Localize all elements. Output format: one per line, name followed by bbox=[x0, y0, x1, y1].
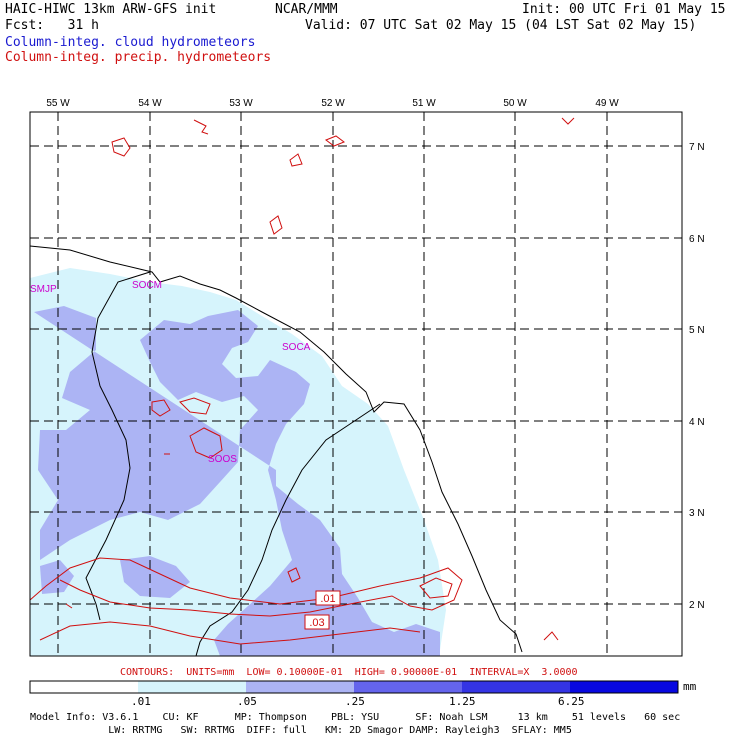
lon-label-52w: 52 W bbox=[321, 98, 345, 109]
lat-label-2n: 2 N bbox=[689, 600, 705, 611]
lat-label-3n: 3 N bbox=[689, 508, 705, 519]
lat-label-6n: 6 N bbox=[689, 234, 705, 245]
lon-label-55w: 55 W bbox=[46, 98, 70, 109]
map-frame bbox=[29, 111, 683, 657]
lon-label-51w: 51 W bbox=[412, 98, 436, 109]
model-info-line-1: Model Info: V3.6.1 CU: KF MP: Thompson P… bbox=[30, 712, 681, 723]
field-cloud-label: Column-integ. cloud hydrometeors bbox=[5, 35, 256, 50]
cloud-shading bbox=[30, 268, 446, 656]
scale-bin-4 bbox=[462, 681, 570, 693]
lat-label-7n: 7 N bbox=[689, 142, 705, 153]
contour-label-01: .01 bbox=[320, 593, 335, 605]
scale-bin-1 bbox=[138, 681, 246, 693]
color-scale bbox=[29, 680, 679, 694]
scale-tick-1: .05 bbox=[237, 695, 257, 708]
station-soos: SOOS bbox=[208, 454, 237, 465]
lon-label-50w: 50 W bbox=[503, 98, 527, 109]
latitude-labels: 7 N 6 N 5 N 4 N 3 N 2 N bbox=[689, 142, 705, 611]
precip-contours bbox=[29, 117, 575, 645]
station-soca: SOCA bbox=[282, 342, 311, 353]
scale-bin-0 bbox=[30, 681, 138, 693]
scale-tick-4: 6.25 bbox=[558, 695, 585, 708]
coastline bbox=[29, 245, 523, 657]
contours-info: CONTOURS: UNITS=mm LOW= 0.10000E-01 HIGH… bbox=[120, 667, 578, 678]
station-smjp: SMJP bbox=[30, 284, 57, 295]
forecast-hour: Fcst: 31 h bbox=[5, 18, 99, 33]
lon-label-54w: 54 W bbox=[138, 98, 162, 109]
model-title: HAIC-HIWC 13km ARW-GFS init bbox=[5, 2, 217, 17]
lon-label-49w: 49 W bbox=[595, 98, 619, 109]
valid-time: Valid: 07 UTC Sat 02 May 15 (04 LST Sat … bbox=[305, 18, 697, 33]
station-labels: SMJP SOCM SOCA SOOS bbox=[30, 280, 311, 465]
lon-label-53w: 53 W bbox=[229, 98, 253, 109]
org-label: NCAR/MMM bbox=[275, 2, 338, 17]
scale-bin-2 bbox=[246, 681, 354, 693]
scale-tick-2: .25 bbox=[345, 695, 365, 708]
lat-label-4n: 4 N bbox=[689, 417, 705, 428]
init-time: Init: 00 UTC Fri 01 May 15 bbox=[522, 2, 726, 17]
longitude-labels: 55 W 54 W 53 W 52 W 51 W 50 W 49 W bbox=[46, 98, 619, 109]
scale-bin-3 bbox=[354, 681, 462, 693]
contour-value-labels: .01 .03 bbox=[304, 590, 341, 630]
scale-tick-3: 1.25 bbox=[449, 695, 476, 708]
scale-bin-5 bbox=[570, 681, 678, 693]
station-socm: SOCM bbox=[132, 280, 162, 291]
scale-tick-0: .01 bbox=[131, 695, 151, 708]
lat-label-5n: 5 N bbox=[689, 325, 705, 336]
field-precip-label: Column-integ. precip. hydrometeors bbox=[5, 50, 272, 65]
contour-label-03: .03 bbox=[309, 617, 324, 629]
scale-units: mm bbox=[683, 680, 697, 693]
lat-lon-grid bbox=[30, 112, 682, 656]
model-info-line-2: LW: RRTMG SW: RRTMG DIFF: full KM: 2D Sm… bbox=[30, 725, 572, 736]
